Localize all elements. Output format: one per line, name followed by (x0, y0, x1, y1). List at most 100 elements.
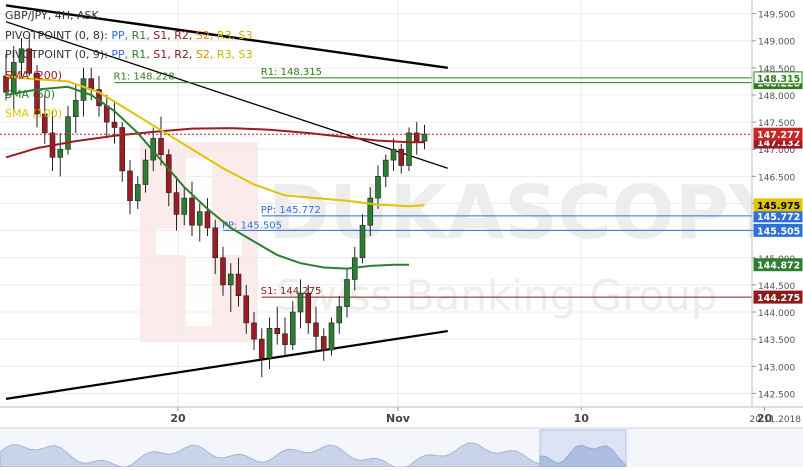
candle-body (289, 311, 296, 345)
candle (266, 317, 273, 370)
candle-body (127, 170, 133, 202)
candle (204, 198, 211, 237)
candle (181, 187, 188, 226)
date-stamp: 20.11.2018 (749, 415, 801, 425)
pivot-price-tag-box (753, 71, 803, 85)
candle-body (34, 72, 40, 115)
price-tick-label: 143.500 (758, 336, 795, 346)
candle-body (72, 100, 79, 117)
time-tick-label: 20 (170, 412, 186, 425)
candle-body (41, 113, 48, 134)
candle-body (274, 328, 281, 335)
legend-pivot-item: R2, (174, 48, 196, 61)
time-tick-label: 20 (757, 412, 773, 425)
candle-body (390, 148, 397, 161)
price-tick-label: 142.500 (758, 390, 795, 400)
price-tick-label: 147.000 (758, 146, 795, 156)
pivot-price-tag-text: 148.315 (757, 74, 800, 85)
candle (134, 176, 141, 209)
candle-body (406, 132, 412, 166)
candle-body (382, 159, 389, 177)
pivot-price-tag: 148.315 (753, 71, 803, 85)
legend-pivot-item: S3 (239, 48, 253, 61)
candle-body (235, 273, 242, 297)
price-tag-text: 147.132 (757, 138, 800, 149)
pivot-price-tag-text: 145.772 (757, 212, 800, 223)
candle (158, 116, 164, 166)
sma-100-line (5, 75, 425, 208)
candle (258, 328, 265, 378)
candle (243, 284, 250, 334)
candle-body (173, 192, 180, 215)
candle-body (367, 197, 374, 226)
legend-pivot-item: S1, (153, 29, 174, 42)
price-tick-label: 149.000 (758, 38, 795, 48)
candle (212, 219, 219, 275)
candle (220, 246, 226, 296)
candle (65, 105, 71, 155)
candle-body (344, 279, 350, 307)
price-tag: 144.872 (753, 258, 803, 272)
candle (367, 187, 374, 237)
candle-body (305, 292, 312, 324)
pivot-price-tag: 145.505 (753, 223, 803, 237)
pivot-price-tag-text: 144.275 (757, 293, 800, 304)
price-tick-label: 148.500 (758, 65, 795, 75)
time-tick-label: 10 (574, 412, 590, 425)
candle-body (328, 322, 335, 351)
legend-pivot-row: PIVOTPOINT (0, 9): PP, R1, S1, R2, S2, R… (5, 48, 252, 61)
candle (189, 181, 195, 237)
price-tick-label: 146.500 (758, 173, 795, 183)
price-tag-text: 145.975 (757, 201, 800, 212)
candle-body (258, 338, 265, 359)
legend-pivot-item: R2, (174, 29, 196, 42)
candle-body (189, 197, 195, 226)
candle-body (18, 48, 25, 63)
legend-sma-item: SMA (200) (5, 69, 62, 82)
price-tick-label: 143.000 (758, 363, 795, 373)
candle (413, 122, 420, 155)
candle-body (142, 159, 149, 185)
candle (297, 279, 304, 329)
pivot-label: R1: 148.228 (114, 72, 175, 83)
price-tag: 147.277 (753, 127, 803, 141)
candle (26, 35, 33, 76)
sma-50-line (5, 85, 409, 270)
candle-body (320, 336, 327, 351)
legend-title: GBP/JPY, 4H, ASK (5, 9, 100, 22)
candle-body (212, 227, 219, 259)
trendline (5, 4, 448, 70)
candle-body (220, 257, 226, 286)
price-tick-label: 144.000 (758, 309, 795, 319)
candle (127, 160, 133, 215)
legend-pivot-item: R1, (132, 48, 154, 61)
pivot-price-tag-text: 145.505 (757, 226, 800, 237)
candle (406, 127, 412, 171)
navigator[interactable] (0, 427, 803, 470)
candle (390, 138, 397, 171)
sma-200-line (5, 127, 425, 159)
candle-body (26, 48, 33, 74)
pivot-label: R1: 148.315 (261, 67, 322, 78)
legend-pivot-label: PIVOTPOINT (0, 8): (5, 29, 111, 42)
legend-pivot-item: R3, (217, 48, 239, 61)
price-tag-box (753, 258, 803, 272)
candle-body (251, 322, 257, 340)
candle-body (103, 105, 110, 123)
candle (165, 149, 172, 207)
candle-body (3, 75, 9, 93)
candle-body (266, 328, 273, 359)
candle-body (336, 306, 343, 324)
candle (328, 317, 335, 356)
legend-pivot-item: S2, (196, 29, 217, 42)
candle (313, 306, 319, 351)
candle-body (421, 133, 428, 142)
candle-body (158, 138, 164, 155)
legend-sma-item: SMA (50) (5, 88, 55, 101)
candle (398, 143, 405, 174)
navigator-background (0, 428, 803, 467)
price-tick-label: 148.000 (758, 92, 795, 102)
time-tick-label: Nov (386, 412, 411, 425)
